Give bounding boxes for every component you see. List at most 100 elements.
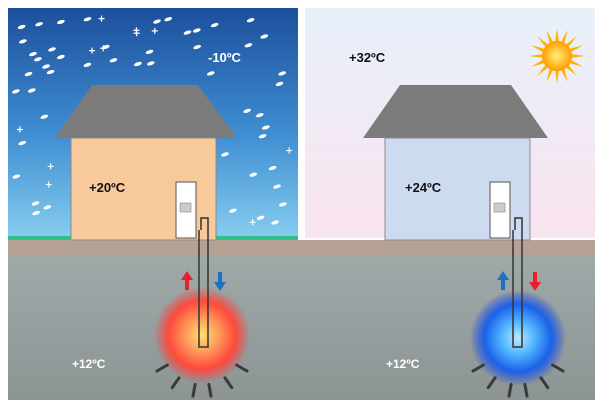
snowflake	[268, 165, 277, 171]
sparkle	[249, 219, 256, 226]
sparkle	[100, 45, 107, 52]
sky-divider	[298, 8, 305, 238]
snowflake	[192, 28, 201, 33]
ground-ray	[155, 363, 169, 373]
sparkle	[16, 126, 23, 133]
snowflake	[275, 81, 284, 87]
ground-ray	[207, 382, 213, 398]
snowflake	[206, 71, 215, 76]
snowflake	[260, 34, 269, 39]
snowflake	[19, 39, 27, 44]
winter-heat-pump-panel	[179, 202, 192, 213]
sun-ray	[570, 60, 583, 67]
summer-house-roof	[363, 85, 548, 138]
winter-indoor-temp: +20ºC	[89, 180, 126, 195]
sun-ray	[531, 60, 544, 67]
sun-ray	[529, 54, 543, 58]
winter-ground-temp: +12ºC	[72, 357, 106, 371]
snowflake	[244, 43, 253, 48]
summer-house	[363, 85, 548, 241]
ground-ray	[539, 376, 550, 390]
snowflake	[57, 54, 65, 60]
summer-indoor-temp: +24ºC	[405, 180, 442, 195]
snowflake	[29, 51, 37, 57]
ground-ray	[170, 376, 181, 390]
snowflake	[48, 47, 56, 52]
summer-outdoor-temp: +32ºC	[349, 50, 386, 65]
winter-ground-loop-pipe	[198, 217, 209, 348]
snowflake	[35, 22, 43, 27]
ground-ray	[191, 382, 197, 398]
sun-ray	[561, 69, 568, 82]
snowflake	[193, 44, 202, 50]
sun-ray	[571, 54, 585, 58]
sun-ray	[531, 45, 544, 52]
snowflake	[146, 61, 155, 66]
snowflake	[256, 215, 265, 220]
snowflake	[145, 49, 154, 55]
ground-surface	[8, 240, 595, 256]
sun-ray	[546, 69, 553, 82]
sparkle	[151, 27, 158, 34]
snowflake	[12, 174, 21, 179]
snowflake	[83, 17, 92, 22]
snowflake	[278, 202, 287, 207]
summer-arrow-down-icon	[529, 272, 541, 291]
snowflake	[255, 113, 264, 118]
sun-ray	[537, 36, 548, 47]
snowflake	[243, 108, 251, 114]
snowflake	[109, 58, 118, 63]
snowflake	[262, 125, 270, 130]
ground-ray	[507, 382, 513, 398]
sun-ray	[555, 28, 559, 42]
snowflake	[278, 71, 287, 76]
snowflake	[34, 57, 42, 62]
sparkle	[89, 47, 96, 54]
sun-ray	[555, 70, 559, 84]
cool-rays	[471, 363, 565, 398]
snowflake	[249, 172, 258, 177]
sparkle	[98, 15, 105, 22]
snowflake	[46, 69, 55, 75]
heat-glow	[154, 287, 250, 383]
ground-ray	[235, 363, 249, 373]
snowflake	[83, 62, 92, 68]
ground-ray	[486, 376, 497, 390]
cool-glow	[470, 290, 566, 386]
sparkle	[45, 181, 52, 188]
snowflake	[40, 114, 49, 119]
snowflake	[24, 71, 33, 77]
summer-ground-loop-pipe	[512, 217, 523, 348]
snowflake	[153, 19, 161, 24]
winter-arrow-up-icon	[181, 271, 193, 290]
ground-ray	[471, 363, 485, 373]
heat-rays	[155, 363, 249, 398]
snowflake	[221, 152, 229, 157]
sun-ray	[561, 30, 568, 43]
snowflake	[27, 88, 36, 93]
snowflake	[43, 205, 52, 210]
sun-ray	[570, 45, 583, 52]
sun-icon	[529, 28, 585, 84]
winter-arrow-down-icon	[214, 272, 226, 291]
sun-ray	[566, 36, 577, 47]
snowflake	[164, 17, 173, 22]
ground-ray	[551, 363, 565, 373]
snowflake	[273, 184, 281, 189]
snowflake	[134, 61, 142, 67]
snowflake	[271, 220, 279, 225]
ground-ray	[223, 376, 234, 390]
winter-house	[55, 85, 237, 241]
summer-heat-pump-panel	[493, 202, 506, 213]
winter-house-roof	[55, 85, 237, 138]
sparkle	[47, 163, 54, 170]
ground-ray	[523, 382, 529, 398]
snowflake	[18, 140, 27, 146]
sun-ray	[546, 30, 553, 43]
snowflake	[12, 89, 20, 94]
snowfall	[12, 15, 293, 226]
snowflake	[210, 22, 219, 28]
winter-outdoor-temp: -10ºC	[208, 50, 242, 65]
sparkle	[133, 27, 140, 34]
